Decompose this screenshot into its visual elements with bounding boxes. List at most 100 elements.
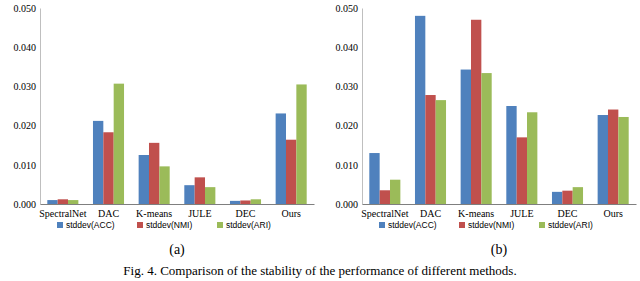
x-tick: DEC [236,204,256,219]
bar [390,180,400,204]
legend-label: stddev(ACC) [66,220,115,230]
y-tick-label: 0.020 [14,120,37,131]
x-tick: DAC [420,204,441,219]
legend-swatch [459,222,465,228]
y-tick-label: 0.010 [336,160,359,171]
x-tick: K-means [458,204,494,219]
y-tick: 0.040 [336,42,363,53]
y-tick: 0.010 [336,160,363,171]
x-tick-label: K-means [458,208,494,219]
bar [195,177,205,204]
x-tick: SpectralNet [39,204,86,219]
panel-label: (b) [491,242,508,258]
x-tick-label: JULE [510,208,533,219]
bar [205,187,215,204]
x-axis: SpectralNet DAC K-means JULE DEC Ours [39,204,314,219]
bar [149,143,159,204]
x-tick-label: DEC [558,208,578,219]
bar [552,192,562,204]
x-tick: JULE [188,204,211,219]
bar [93,121,103,204]
y-tick: 0.020 [14,120,41,131]
bar [240,200,250,204]
x-tick-label: JULE [188,208,211,219]
bar [562,191,572,204]
x-tick-label: SpectralNet [39,208,86,219]
y-tick: 0.010 [14,160,41,171]
legend-swatch [539,222,545,228]
bar [103,132,113,204]
y-tick-label: 0.010 [14,160,37,171]
y-tick-label: 0.040 [14,42,37,53]
bar [184,185,194,204]
bar [380,190,390,204]
bar [369,153,379,204]
bar [68,200,78,204]
x-tick: Ours [281,204,301,219]
y-tick: 0.000 [336,199,363,210]
y-tick-label: 0.040 [336,42,359,53]
panel: 0.000 0.010 0.020 0.030 0.040 0.050 SpectralNe… [336,3,637,258]
y-tick: 0.040 [14,42,41,53]
x-tick: SpectralNet [361,204,408,219]
legend-label: stddev(NMI) [468,220,514,230]
legend-swatch [217,222,223,228]
x-axis: SpectralNet DAC K-means JULE DEC Ours [361,204,636,219]
bar [159,166,169,204]
legend-item: stddev(NMI) [137,220,192,230]
bar [608,110,618,204]
legend-label: stddev(ARI) [226,220,271,230]
caption: Fig. 4. Comparison of the stability of t… [123,263,516,278]
y-tick-label: 0.030 [14,81,37,92]
x-axis-line [363,204,637,205]
x-tick-label: Ours [603,208,623,219]
bar [139,155,149,204]
legend-item: stddev(ARI) [539,220,593,230]
legend-swatch [57,222,63,228]
bar [461,70,471,204]
bar [425,95,435,204]
y-axis: 0.000 0.010 0.020 0.030 0.040 0.050 [14,3,41,210]
y-tick-label: 0.030 [336,81,359,92]
y-tick-label: 0.050 [14,3,37,14]
x-axis-line [41,204,315,205]
legend-item: stddev(ARI) [217,220,271,230]
bars [369,16,628,204]
bar [415,16,425,204]
y-tick-label: 0.020 [336,120,359,131]
x-tick-label: DAC [420,208,441,219]
bar [230,201,240,204]
x-tick-label: SpectralNet [361,208,408,219]
legend-item: stddev(ACC) [379,220,437,230]
y-axis-line [40,9,41,205]
bar [527,112,537,204]
y-tick: 0.050 [14,3,41,14]
x-tick: Ours [603,204,623,219]
bar [573,187,583,204]
bars [47,84,306,204]
x-tick: K-means [136,204,172,219]
panel: 0.000 0.010 0.020 0.030 0.040 0.050 SpectralNe… [14,3,315,258]
y-axis-line [362,9,363,205]
panel-label: (a) [169,242,185,258]
x-tick-label: Ours [281,208,301,219]
bar [436,100,446,204]
y-tick-label: 0.050 [336,3,359,14]
y-tick: 0.030 [14,81,41,92]
y-tick-label: 0.000 [14,199,37,210]
legend-swatch [379,222,385,228]
y-tick: 0.020 [336,120,363,131]
x-tick-label: DAC [98,208,119,219]
bar [471,20,481,204]
figure: 0.000 0.010 0.020 0.030 0.040 0.050 SpectralNe… [0,0,640,281]
legend-label: stddev(ARI) [548,220,593,230]
legend-label: stddev(NMI) [146,220,192,230]
x-tick: JULE [510,204,533,219]
bar [598,115,608,204]
y-tick: 0.000 [14,199,41,210]
bar [251,199,261,204]
x-tick: DEC [558,204,578,219]
x-tick-label: K-means [136,208,172,219]
legend-item: stddev(NMI) [459,220,514,230]
legend: stddev(ACC) stddev(NMI) stddev(ARI) [379,220,593,230]
